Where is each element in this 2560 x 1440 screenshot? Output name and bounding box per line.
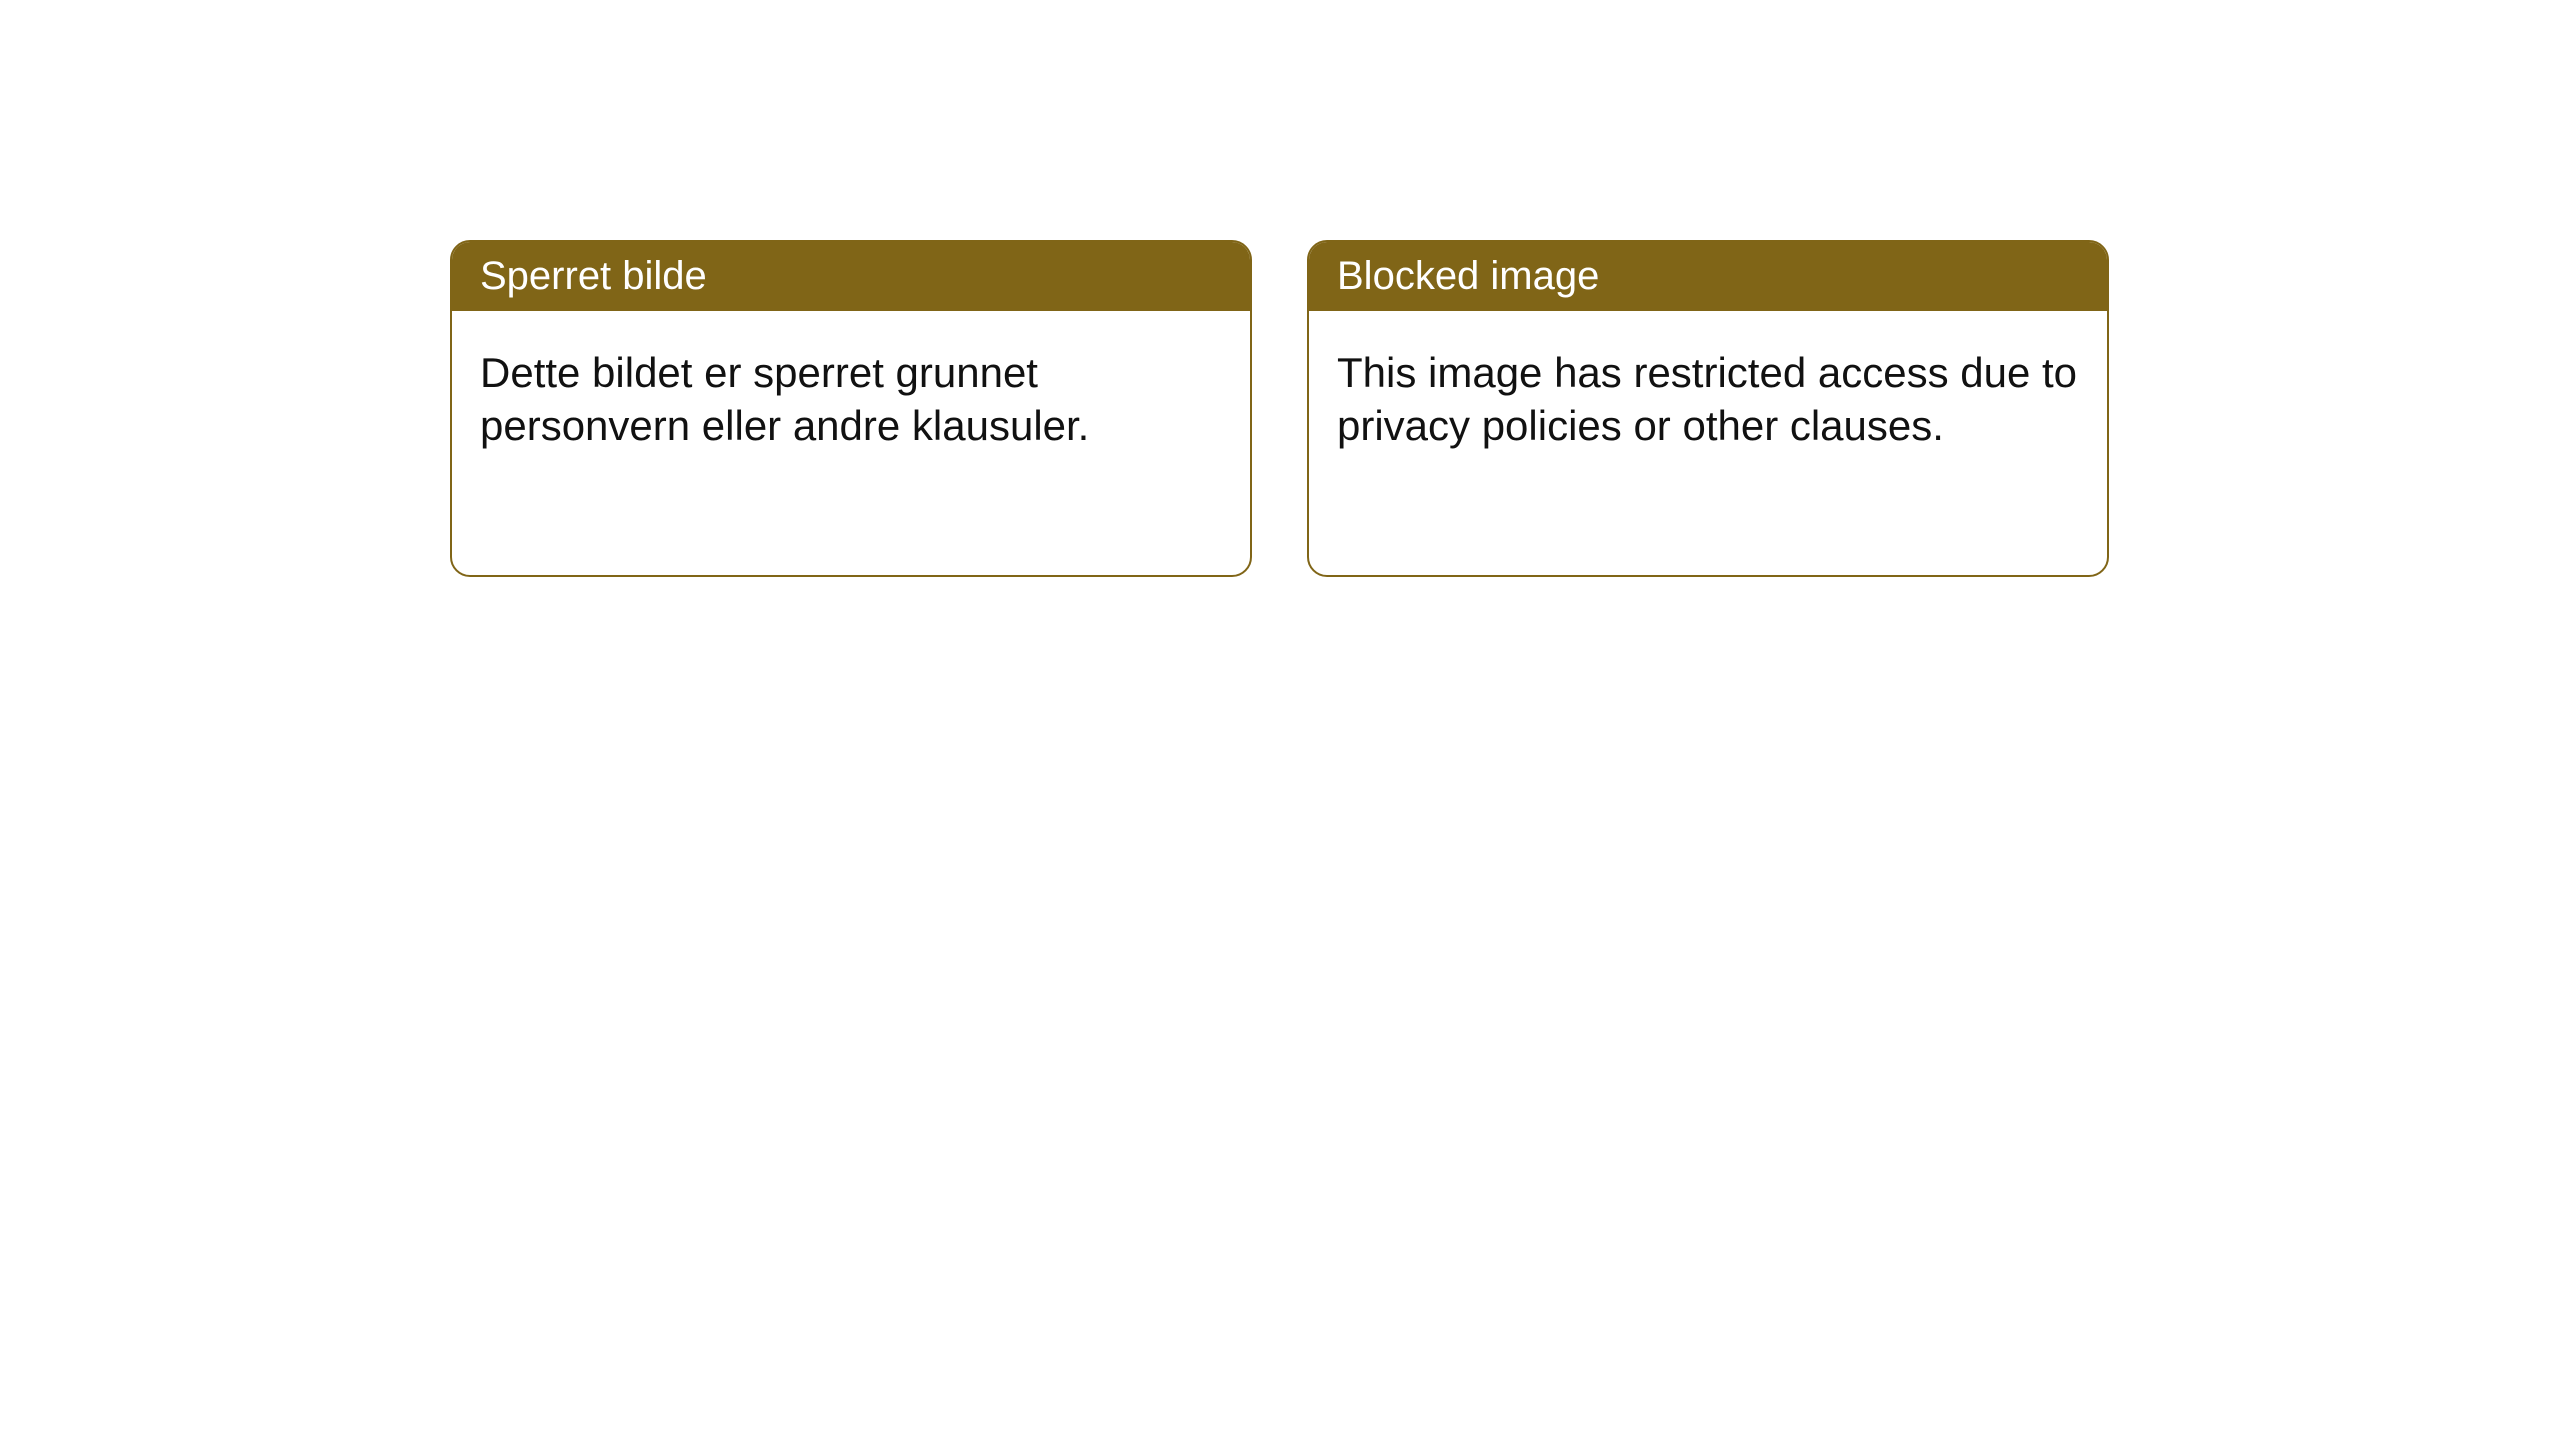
notice-message-norwegian: Dette bildet er sperret grunnet personve… bbox=[480, 349, 1089, 449]
notice-cards-container: Sperret bilde Dette bildet er sperret gr… bbox=[450, 240, 2109, 577]
notice-header-english: Blocked image bbox=[1309, 242, 2107, 311]
notice-title-norwegian: Sperret bilde bbox=[480, 254, 707, 298]
notice-card-english: Blocked image This image has restricted … bbox=[1307, 240, 2109, 577]
notice-body-norwegian: Dette bildet er sperret grunnet personve… bbox=[452, 311, 1250, 488]
notice-card-norwegian: Sperret bilde Dette bildet er sperret gr… bbox=[450, 240, 1252, 577]
notice-body-english: This image has restricted access due to … bbox=[1309, 311, 2107, 488]
notice-message-english: This image has restricted access due to … bbox=[1337, 349, 2077, 449]
notice-title-english: Blocked image bbox=[1337, 254, 1599, 298]
notice-header-norwegian: Sperret bilde bbox=[452, 242, 1250, 311]
